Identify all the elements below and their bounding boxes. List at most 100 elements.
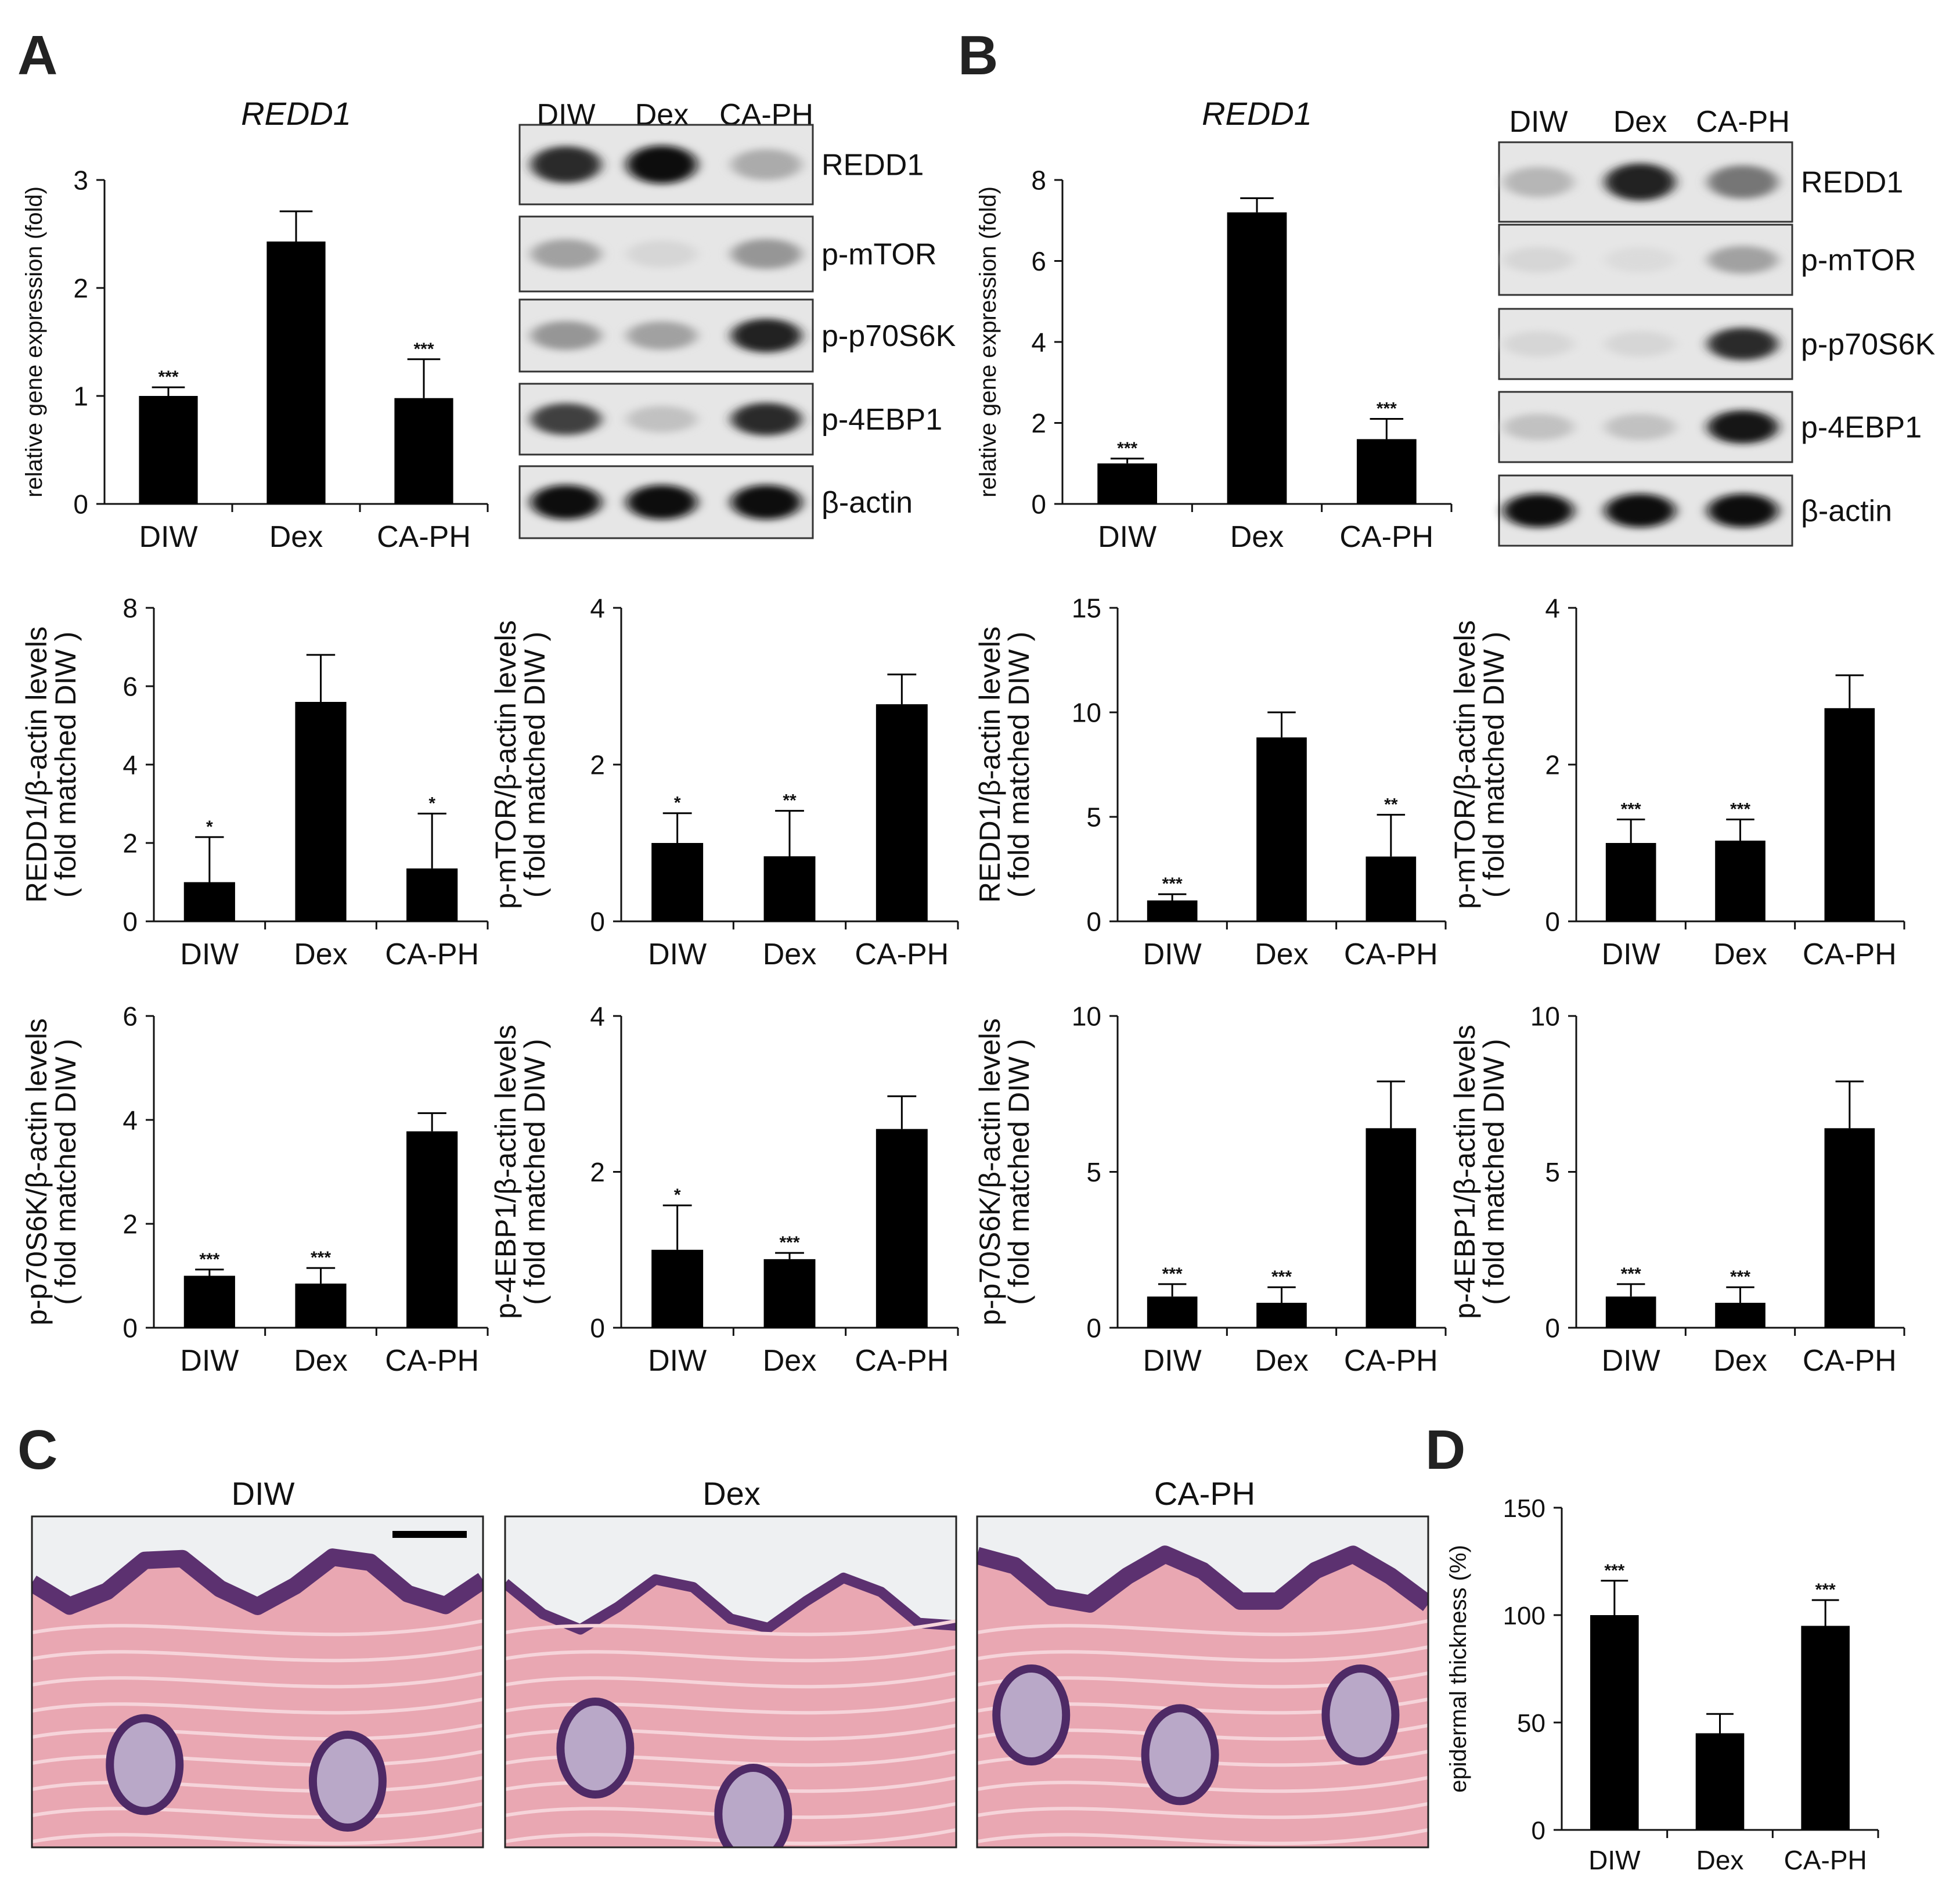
histology-panel-diw: DIW [31,1475,484,1848]
panel-label-a: A [17,24,57,87]
y-axis-label-unit: ( fold matched DIW ) [1478,1039,1510,1305]
epidermis-layer [505,1572,956,1635]
x-tick-label: DIW [1602,938,1660,971]
x-tick-label: Dex [1713,1344,1767,1378]
y-tick-label: 0 [1031,489,1046,520]
histology-panel-ca-ph: CA-PH [976,1475,1429,1848]
x-tick-label: CA-PH [1803,1344,1897,1378]
y-tick-label: 6 [1031,246,1046,276]
blot-band [1503,493,1574,528]
x-tick-label: Dex [1255,938,1308,971]
histology-title: CA-PH [1154,1475,1255,1512]
blot-row-label: p-4EBP1 [1801,411,1922,445]
y-tick-label: 2 [123,828,138,859]
y-axis-label: relative gene expression (fold) [21,186,47,498]
significance-mark: *** [1271,1267,1292,1287]
hair-follicle [714,1764,792,1847]
x-tick-label: CA-PH [385,1344,479,1378]
y-tick-label: 10 [1072,698,1101,728]
bar-dex [295,1283,347,1328]
panel-label-c: C [17,1419,57,1481]
x-tick-label: DIW [648,938,707,971]
blot-band [531,321,601,350]
x-tick-label: CA-PH [855,1344,949,1378]
y-axis-label: REDD1/β-actin levels [974,626,1006,903]
blot-band [626,485,697,520]
bar-diw [183,882,235,921]
blot-band [531,403,601,435]
bar-diw [1097,463,1158,504]
significance-mark: *** [1815,1580,1836,1599]
significance-mark: *** [1604,1561,1624,1580]
y-axis-label: REDD1/β-actin levels [20,626,53,903]
blot-band [1707,165,1778,199]
collagen-fiber [32,1828,483,1846]
y-tick-label: 6 [123,672,138,702]
histology-image [977,1516,1428,1847]
blot-row-label: β-actin [822,486,913,520]
x-tick-label: DIW [180,938,239,971]
y-axis-label: p-mTOR/β-actin levels [489,620,522,909]
slide-background [977,1516,1428,1604]
y-tick-label: 4 [123,750,138,780]
y-tick-label: 0 [73,489,88,520]
significance-mark: *** [1730,800,1750,819]
y-tick-label: 4 [590,1001,605,1032]
y-tick-label: 10 [1072,1001,1101,1032]
blot-band [626,240,697,268]
x-tick-label: Dex [1255,1344,1308,1378]
y-tick-label: 10 [1530,1001,1560,1032]
bar-chart-A-redd1-mrna: 0 1 2 3 DIW Dex CA-PH *** *** relative gene expre… [21,95,489,554]
collagen-fiber [505,1828,956,1846]
blot-band [731,402,802,436]
significance-mark: *** [311,1248,331,1267]
bar-chart-B-4ebp1-actin: 0 5 10 DIW Dex CA-PH *** *** p-4EBP1/β-actin lev… [1449,1001,1905,1378]
collagen-fiber [977,1619,1428,1637]
collagen-fiber [32,1698,483,1715]
western-blots-layer: DIW Dex CA-PH REDD1 p-mTOR p-p70S6K p-4EBP1 β-a… [518,98,1936,547]
histology-title: Dex [702,1475,761,1512]
histology-frame [504,1515,957,1848]
bar-dex [1227,212,1287,504]
y-tick-label: 8 [123,593,138,624]
histology-panel-dex: Dex [504,1475,957,1848]
bar-ca-ph [875,704,928,921]
scale-bar [392,1531,467,1538]
bar-chart-B-redd1-mrna: 0 2 4 6 8 DIW Dex CA-PH *** *** relative gene expr… [975,95,1453,554]
blot-band [1503,247,1574,273]
bar-chart-B-mtor-actin: 0 2 4 DIW Dex CA-PH *** *** p-mTOR/β-actin level… [1449,593,1905,971]
collagen-fiber [505,1671,956,1689]
x-tick-label: Dex [763,1344,816,1378]
bar-diw [1147,1296,1198,1328]
bar-dex [295,702,347,921]
histology-title: DIW [232,1475,295,1512]
blot-row-label: REDD1 [822,149,924,182]
blot-band [531,239,601,269]
y-tick-label: 0 [590,907,605,937]
y-axis-label-unit: ( fold matched DIW ) [1003,632,1035,898]
histology-frame [31,1515,484,1848]
y-tick-label: 0 [1545,907,1560,937]
significance-mark: * [674,794,681,813]
bar-ca-ph [1356,439,1417,504]
y-axis-label-unit: ( fold matched DIW ) [518,632,551,898]
significance-mark: *** [1377,399,1397,419]
y-tick-label: 2 [73,273,88,304]
blot-band [1605,163,1676,201]
x-tick-label: CA-PH [377,520,471,554]
x-tick-label: DIW [1143,1344,1202,1378]
bar-dex [1256,737,1307,921]
blot-band [1707,246,1778,274]
x-tick-label: Dex [1696,1845,1744,1875]
histology-layer: DIW Dex CA-PH [31,1475,1429,1848]
significance-mark: *** [158,367,178,387]
bar-diw [183,1275,235,1328]
y-axis-label: p-p70S6K/β-actin levels [20,1018,53,1325]
bar-dex [1715,840,1766,921]
bar-dex [1695,1733,1745,1830]
chart-title: REDD1 [241,95,351,132]
y-tick-label: 0 [123,1313,138,1343]
x-tick-label: Dex [294,938,347,971]
